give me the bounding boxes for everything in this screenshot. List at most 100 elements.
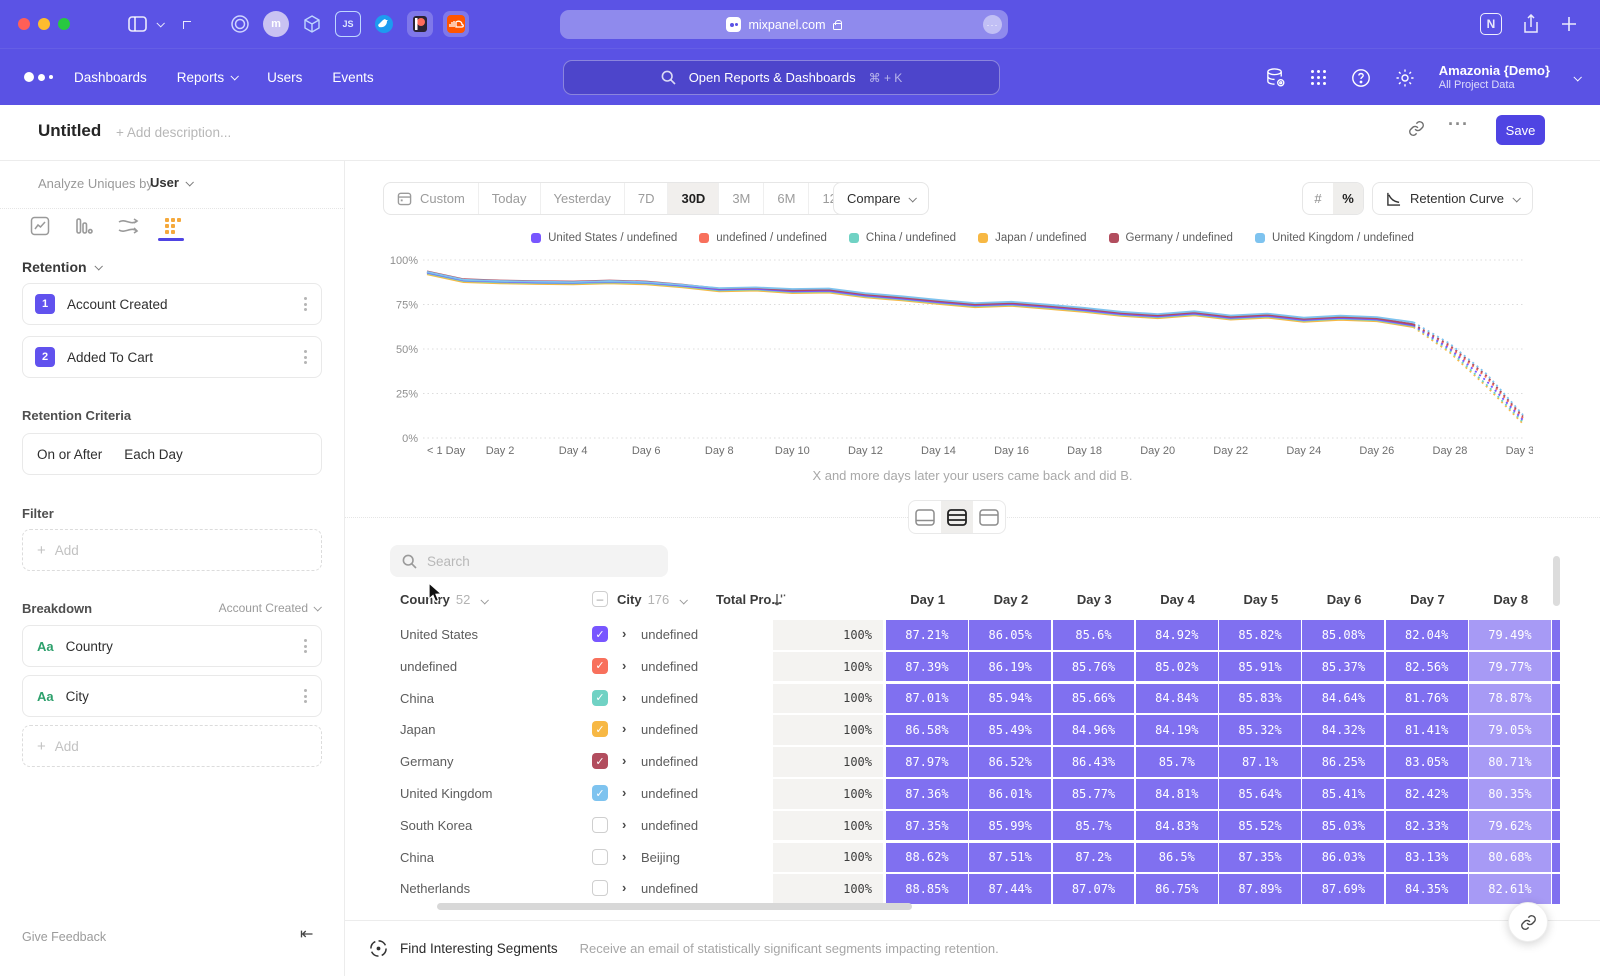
criteria-type[interactable]: On or After	[37, 447, 102, 462]
nav-dashboards[interactable]: Dashboards	[74, 70, 147, 85]
cell-day-4[interactable]: 84.19%	[1136, 715, 1218, 745]
tab-insights-icon[interactable]	[28, 214, 52, 238]
cell-day-7[interactable]: 82.33%	[1386, 811, 1468, 841]
legend-item[interactable]: undefined / undefined	[699, 232, 827, 244]
cell-day-4[interactable]: 86.75%	[1136, 874, 1218, 904]
report-description-placeholder[interactable]: + Add description...	[116, 125, 231, 140]
maximize-window-button[interactable]	[58, 18, 70, 30]
cell-day-6[interactable]: 87.69%	[1302, 874, 1384, 904]
cell-day-4[interactable]: 85.02%	[1136, 652, 1218, 682]
address-bar[interactable]: mixpanel.com ···	[560, 10, 1008, 39]
day-header-2[interactable]: Day 2	[969, 592, 1052, 607]
retention-step-2[interactable]: 2 Added To Cart	[22, 336, 322, 378]
chevron-down-icon[interactable]	[157, 21, 163, 27]
cell-day-2[interactable]: 85.49%	[969, 715, 1051, 745]
copy-link-icon[interactable]	[1408, 120, 1425, 137]
breakdown-options-icon[interactable]	[304, 639, 307, 653]
legend-item[interactable]: China / undefined	[849, 232, 956, 244]
settings-gear-icon[interactable]	[1395, 68, 1415, 88]
pinned-tab-cube-icon[interactable]	[299, 11, 325, 37]
cell-day-5[interactable]: 85.64%	[1219, 779, 1301, 809]
cell-day-5[interactable]: 87.35%	[1219, 843, 1301, 873]
expand-row-icon[interactable]: ›	[622, 626, 626, 641]
cell-day-3[interactable]: 87.07%	[1053, 874, 1135, 904]
cell-day-2[interactable]: 85.94%	[969, 684, 1051, 714]
breakdown-city[interactable]: Aa City	[22, 675, 322, 717]
day-header-8[interactable]: Day 8	[1469, 592, 1552, 607]
cell-day-6[interactable]: 84.32%	[1302, 715, 1384, 745]
pinned-tab-patreon-icon[interactable]	[407, 11, 433, 37]
day-header-6[interactable]: Day 6	[1302, 592, 1385, 607]
cell-day-1[interactable]: 88.62%	[886, 843, 968, 873]
cell-day-5[interactable]: 85.32%	[1219, 715, 1301, 745]
range-yesterday[interactable]: Yesterday	[540, 183, 624, 214]
cell-day-2[interactable]: 87.44%	[969, 874, 1051, 904]
cell-day-4[interactable]: 84.81%	[1136, 779, 1218, 809]
view-table-only-icon[interactable]	[973, 501, 1005, 533]
cell-day-2[interactable]: 86.19%	[969, 652, 1051, 682]
pinned-tab-bird-icon[interactable]	[371, 11, 397, 37]
legend-item[interactable]: United States / undefined	[531, 232, 677, 244]
cell-day-7[interactable]: 81.41%	[1386, 715, 1468, 745]
cell-day-2[interactable]: 85.99%	[969, 811, 1051, 841]
legend-item[interactable]: United Kingdom / undefined	[1255, 232, 1414, 244]
range-custom[interactable]: Custom	[384, 183, 478, 214]
nav-events[interactable]: Events	[332, 70, 373, 85]
more-options-icon[interactable]: ···	[1448, 114, 1469, 135]
row-checkbox[interactable]	[592, 849, 608, 865]
cell-day-6[interactable]: 85.08%	[1302, 620, 1384, 650]
global-search[interactable]: Open Reports & Dashboards ⌘ + K	[563, 60, 1000, 95]
cell-day-3[interactable]: 86.43%	[1053, 747, 1135, 777]
cell-day-1[interactable]: 87.97%	[886, 747, 968, 777]
cell-day-7[interactable]: 82.04%	[1386, 620, 1468, 650]
vertical-scrollbar[interactable]	[1553, 556, 1560, 606]
cell-day-8[interactable]: 78.87%	[1469, 684, 1551, 714]
cell-day-3[interactable]: 85.77%	[1053, 779, 1135, 809]
range-3m[interactable]: 3M	[718, 183, 763, 214]
cell-day-1[interactable]: 87.36%	[886, 779, 968, 809]
legend-item[interactable]: Japan / undefined	[978, 232, 1086, 244]
cell-day-7[interactable]: 84.35%	[1386, 874, 1468, 904]
cell-day-5[interactable]: 85.83%	[1219, 684, 1301, 714]
row-checkbox[interactable]: ✓	[592, 721, 608, 737]
cell-day-2[interactable]: 86.05%	[969, 620, 1051, 650]
tab-funnels-icon[interactable]	[72, 214, 96, 238]
cell-day-3[interactable]: 84.96%	[1053, 715, 1135, 745]
cell-day-5[interactable]: 87.1%	[1219, 747, 1301, 777]
give-feedback-link[interactable]: Give Feedback	[22, 930, 106, 944]
cell-day-1[interactable]: 86.58%	[886, 715, 968, 745]
cell-day-2[interactable]: 87.51%	[969, 843, 1051, 873]
cell-day-1[interactable]: 87.35%	[886, 811, 968, 841]
select-all-checkbox[interactable]: –	[592, 591, 608, 607]
cell-day-6[interactable]: 86.03%	[1302, 843, 1384, 873]
cell-day-8[interactable]: 79.62%	[1469, 811, 1551, 841]
cell-day-6[interactable]: 85.41%	[1302, 779, 1384, 809]
cell-day-8[interactable]: 80.71%	[1469, 747, 1551, 777]
cell-day-4[interactable]: 84.84%	[1136, 684, 1218, 714]
collapse-sidebar-icon[interactable]: ⇤	[300, 924, 313, 944]
sidebar-toggle-icon[interactable]	[128, 16, 147, 32]
pinned-tab-cloud-icon[interactable]	[443, 11, 469, 37]
cell-day-3[interactable]: 87.2%	[1053, 843, 1135, 873]
cell-day-8[interactable]: 79.49%	[1469, 620, 1551, 650]
add-breakdown-button[interactable]: +Add	[22, 725, 322, 767]
expand-row-icon[interactable]: ›	[622, 849, 626, 864]
cell-day-8[interactable]: 80.68%	[1469, 843, 1551, 873]
sort-icon[interactable]	[772, 592, 787, 607]
apps-grid-icon[interactable]	[1310, 69, 1327, 86]
cell-day-4[interactable]: 85.7%	[1136, 747, 1218, 777]
site-options-icon[interactable]: ···	[983, 15, 1002, 34]
horizontal-scrollbar[interactable]	[437, 903, 912, 910]
compare-button[interactable]: Compare	[833, 182, 929, 215]
tab-retention-icon[interactable]	[160, 214, 184, 238]
table-search-input[interactable]: Search	[390, 545, 668, 577]
expand-row-icon[interactable]: ›	[622, 785, 626, 800]
expand-row-icon[interactable]: ›	[622, 690, 626, 705]
cell-day-5[interactable]: 87.89%	[1219, 874, 1301, 904]
cell-day-2[interactable]: 86.01%	[969, 779, 1051, 809]
cell-day-6[interactable]: 85.37%	[1302, 652, 1384, 682]
range-7d[interactable]: 7D	[624, 183, 668, 214]
criteria-card[interactable]: On or After Each Day	[22, 433, 322, 475]
find-segments-link[interactable]: Find Interesting Segments	[400, 941, 558, 956]
cell-day-1[interactable]: 88.85%	[886, 874, 968, 904]
